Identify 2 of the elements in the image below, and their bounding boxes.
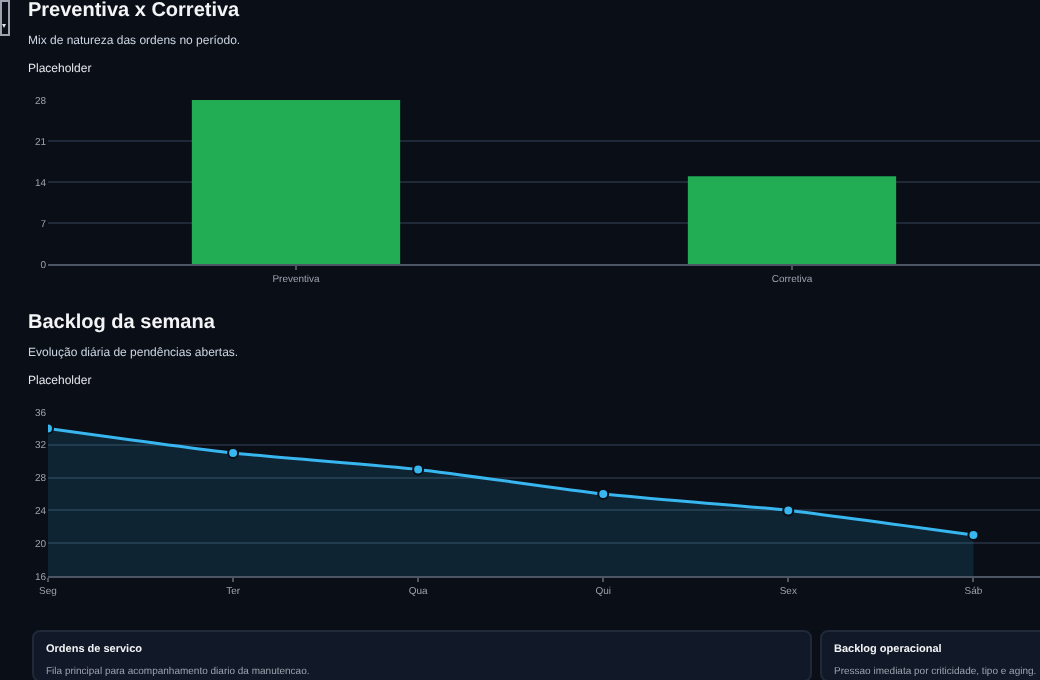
chart-title: Preventiva x Corretiva: [28, 0, 240, 22]
chart-title: Backlog da semana: [28, 312, 215, 334]
